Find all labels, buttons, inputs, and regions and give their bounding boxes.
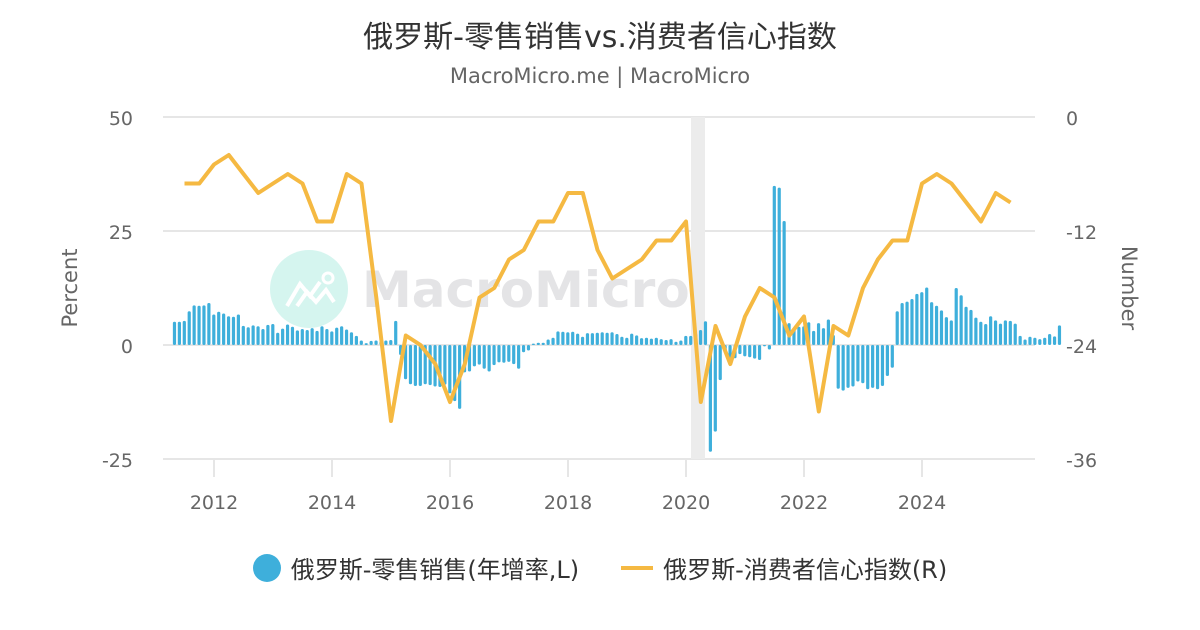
- chart-subtitle: MacroMicro.me | MacroMicro: [449, 64, 751, 88]
- x-axis-tick: 2024: [898, 492, 946, 514]
- consumer-confidence-line: [184, 153, 1012, 423]
- legend-item-consumer-confidence[interactable]: 俄罗斯-消费者信心指数(R): [621, 550, 947, 585]
- left-axis-tick: 0: [121, 336, 133, 358]
- x-axis-tick: 2012: [190, 492, 238, 514]
- right-axis-tick: -12: [1066, 222, 1097, 244]
- watermark-text: MacroMicro: [362, 261, 690, 319]
- gridlines: [163, 116, 1035, 460]
- left-axis-tick: 25: [109, 222, 133, 244]
- left-axis-label: Percent: [58, 248, 82, 327]
- line-marker-icon: [621, 565, 654, 570]
- x-axis-tick: 2022: [780, 492, 828, 514]
- axes: 50 0 25 -12 0 -24 -25 -36 2012 2014 2016 2018 2020 20…: [58, 108, 1141, 514]
- x-axis-tick: 2018: [544, 492, 592, 514]
- legend: 俄罗斯-零售销售(年增率,L) 俄罗斯-消费者信心指数(R): [0, 550, 1200, 585]
- x-axis-tick: 2014: [308, 492, 356, 514]
- x-axis-tick: 2020: [662, 492, 710, 514]
- left-axis-tick: -25: [102, 450, 133, 472]
- watermark: MacroMicro: [270, 250, 690, 328]
- right-axis-tick: 0: [1066, 108, 1078, 130]
- right-axis-tick: -36: [1066, 450, 1097, 472]
- left-axis-tick: 50: [109, 108, 133, 130]
- legend-item-retail-sales[interactable]: 俄罗斯-零售销售(年增率,L): [252, 550, 580, 585]
- right-axis-tick: -24: [1066, 336, 1097, 358]
- legend-label: 俄罗斯-消费者信心指数(R): [663, 556, 948, 584]
- x-axis-tick: 2016: [426, 492, 474, 514]
- right-axis-label: Number: [1117, 246, 1141, 331]
- chart-title: 俄罗斯-零售销售vs.消费者信心指数: [363, 20, 837, 55]
- legend-label: 俄罗斯-零售销售(年增率,L): [290, 556, 580, 584]
- recession-band: [691, 117, 705, 459]
- retail-sales-bars: [172, 185, 1062, 452]
- circle-marker-icon: [252, 553, 281, 582]
